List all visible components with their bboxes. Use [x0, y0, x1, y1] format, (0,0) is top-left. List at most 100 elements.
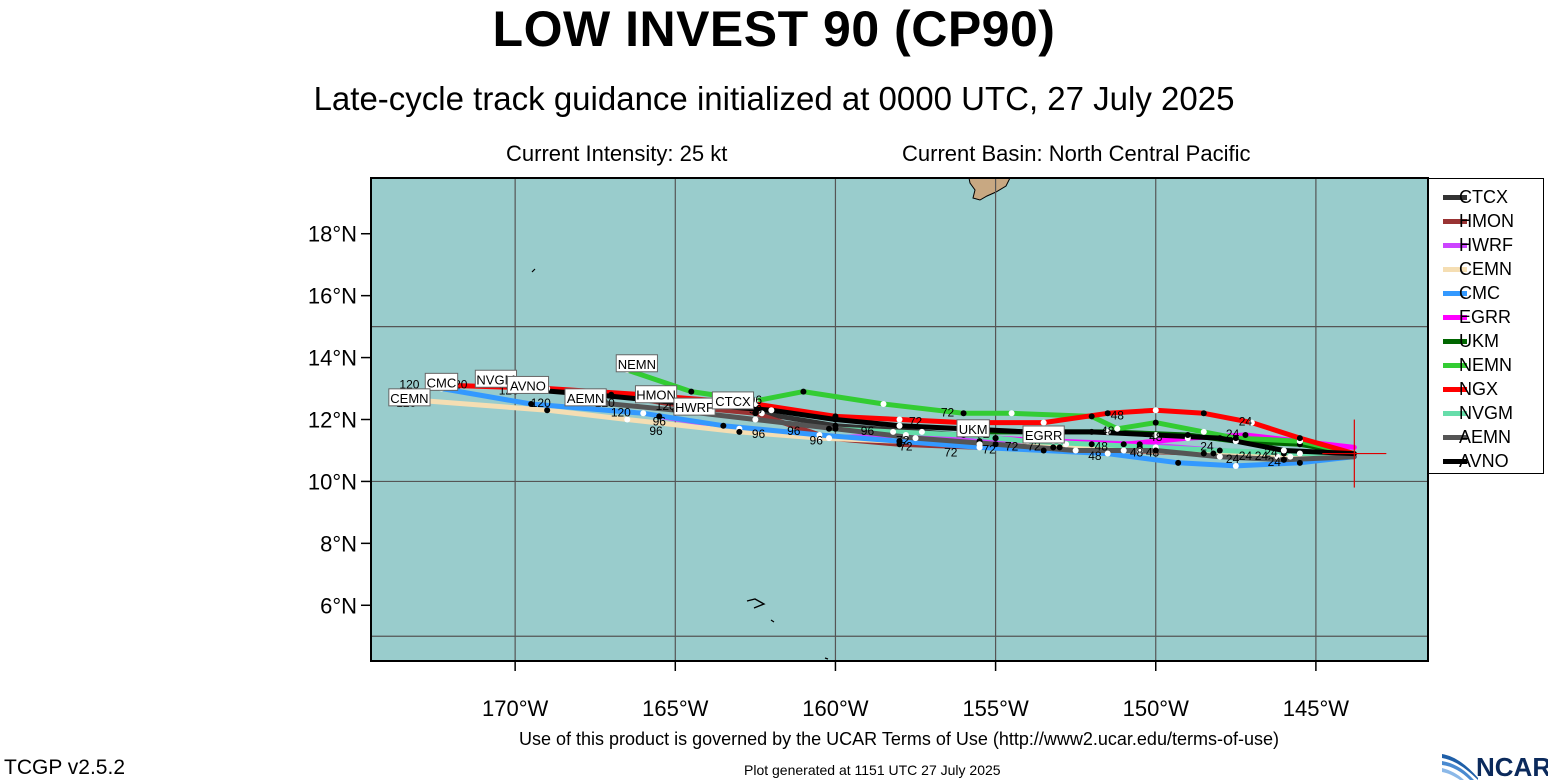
track-label-avno: AVNO — [506, 375, 550, 394]
legend-swatch — [1443, 459, 1467, 464]
track-point — [1040, 419, 1047, 426]
track-label-aemn: AEMN — [564, 388, 607, 407]
lat-tick-label: 16°N — [308, 284, 357, 309]
lat-tick-label: 12°N — [308, 408, 357, 433]
track-point — [896, 422, 903, 429]
land-islet-4 — [824, 657, 829, 660]
legend-swatch — [1443, 243, 1467, 248]
hour-label: 24 — [1264, 446, 1278, 460]
hour-label: 120 — [611, 405, 631, 419]
svg-text:HMON: HMON — [636, 388, 676, 403]
track-point — [1200, 428, 1207, 435]
hour-label: 72 — [896, 433, 910, 447]
legend-swatch — [1443, 219, 1467, 224]
hour-label: 96 — [649, 424, 663, 438]
track-point — [1274, 453, 1281, 460]
hour-label: 48 — [1101, 424, 1115, 438]
track-point — [752, 416, 759, 423]
hour-label: 72 — [899, 439, 913, 453]
current-basin: Current Basin: North Central Pacific — [902, 141, 1251, 166]
track-label-cmc: CMC — [424, 372, 459, 391]
svg-text:AEMN: AEMN — [567, 391, 605, 406]
hour-label: 48 — [1111, 409, 1125, 423]
legend-swatch — [1443, 411, 1467, 416]
track-point — [656, 413, 663, 420]
track-point — [1280, 456, 1287, 463]
hour-label: 48 — [1146, 446, 1160, 460]
track-point — [918, 428, 925, 435]
hour-label: 24 — [1200, 439, 1214, 453]
track-point — [896, 438, 903, 445]
hour-label: 48 — [1088, 449, 1102, 463]
track-point — [1287, 453, 1294, 460]
track-point — [758, 410, 765, 417]
hour-label: 72 — [909, 415, 923, 429]
svg-text:EGRR: EGRR — [1025, 428, 1063, 443]
ncar-logo: NCAR — [1440, 748, 1548, 782]
track-point — [832, 425, 839, 432]
svg-text:CTCX: CTCX — [715, 394, 751, 409]
track-point — [608, 391, 615, 398]
lat-tick-label: 10°N — [308, 469, 357, 494]
hour-label: 72 — [1005, 439, 1019, 453]
lat-tick-label: 14°N — [308, 346, 357, 371]
track-point — [880, 401, 887, 408]
track-label-ctcx: CTCX — [711, 391, 755, 410]
current-position-marker — [1322, 419, 1387, 488]
current-intensity: Current Intensity: 25 kt — [506, 141, 728, 166]
track-point — [768, 407, 775, 414]
track-point — [1216, 447, 1223, 454]
track-point — [1120, 441, 1127, 448]
track-point — [1216, 453, 1223, 460]
plot-generated-time: Plot generated at 1151 UTC 27 July 2025 — [744, 762, 1001, 778]
legend-label: HMON — [1459, 211, 1514, 231]
track-point — [826, 425, 833, 432]
hour-label: 24 — [1255, 449, 1269, 463]
legend-label: HWRF — [1459, 235, 1513, 255]
hour-label: 24 — [1268, 455, 1282, 469]
hour-label: 96 — [752, 427, 766, 441]
hour-label: 24 — [1226, 427, 1240, 441]
legend-label: NVGM — [1459, 403, 1513, 423]
track-point — [688, 388, 695, 395]
track-point — [752, 410, 759, 417]
track-point — [1248, 419, 1255, 426]
track-point — [992, 441, 999, 448]
track-point — [1152, 431, 1159, 438]
hour-label: 24 — [1226, 452, 1240, 466]
legend-label: NEMN — [1459, 355, 1512, 375]
track-label-egrr: EGRR — [1022, 425, 1065, 444]
track-point — [1280, 447, 1287, 454]
track-point — [912, 435, 919, 442]
track-point — [960, 410, 967, 417]
lon-tick-label: 155°W — [962, 696, 1029, 721]
track-label-hmon: HMON — [634, 385, 678, 404]
legend-label: CTCX — [1459, 187, 1508, 207]
hour-label: 48 — [1095, 439, 1109, 453]
legend-label: CEMN — [1459, 259, 1512, 279]
track-point — [1296, 459, 1303, 466]
lat-tick-label: 18°N — [308, 222, 357, 247]
hour-label: 24 — [1239, 415, 1253, 429]
track-point — [1200, 450, 1207, 457]
terms-of-use: Use of this product is governed by the U… — [519, 729, 1279, 749]
model-legend: CTCX HMON HWRF CEMN CMC EGRR UKM NEMN NGX NVGM AEM… — [1428, 178, 1544, 474]
track-point — [544, 407, 551, 414]
track-point — [902, 431, 909, 438]
track-point — [832, 416, 839, 423]
track-point — [528, 401, 535, 408]
page-title: LOW INVEST 90 (CP90) — [492, 1, 1056, 57]
track-point — [1152, 419, 1159, 426]
legend-swatch — [1443, 387, 1467, 392]
lon-tick-label: 150°W — [1123, 696, 1190, 721]
track-point — [890, 428, 897, 435]
svg-text:CEMN: CEMN — [390, 391, 428, 406]
track-point — [1088, 441, 1095, 448]
hour-label: 72 — [944, 446, 958, 460]
track-point — [1296, 435, 1303, 442]
track-nemn — [624, 367, 1357, 457]
track-point — [1232, 435, 1239, 442]
svg-text:CMC: CMC — [427, 375, 457, 390]
track-point — [1242, 431, 1249, 438]
